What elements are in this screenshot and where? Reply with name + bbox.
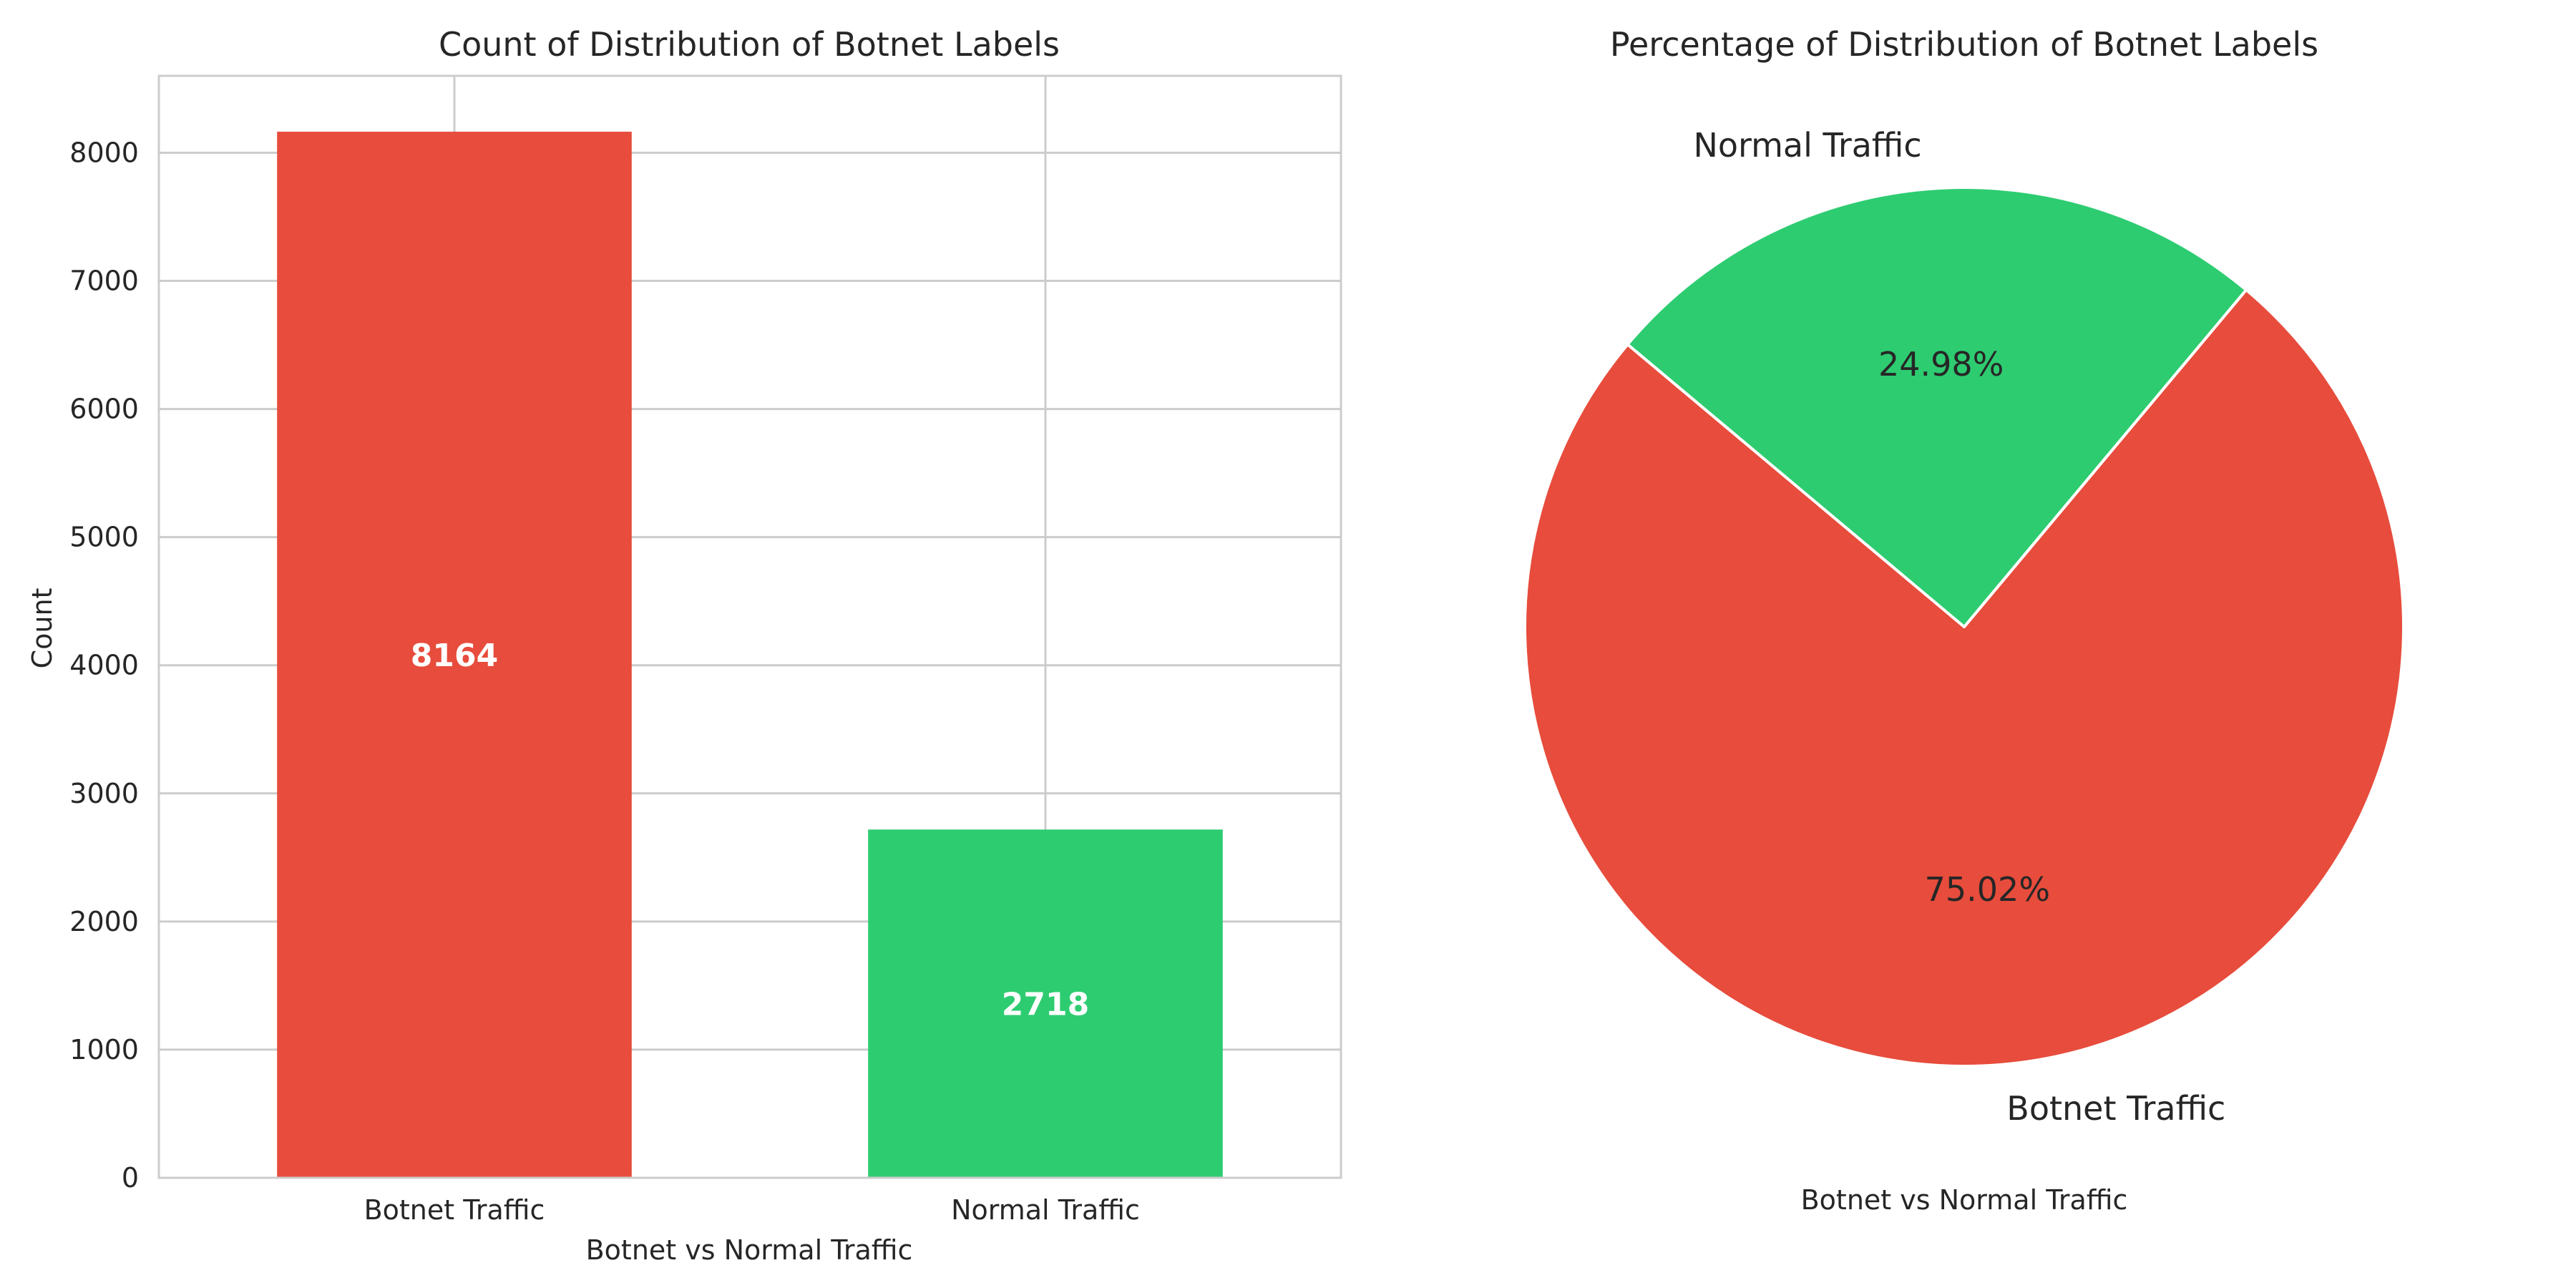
bar-y-tick-label: 8000 bbox=[69, 137, 139, 168]
bar-y-tick-labels: 0 1000 2000 3000 4000 5000 6000 7000 8000 bbox=[69, 137, 139, 1194]
bar-chart: Count of Distribution of Botnet Labels 0… bbox=[26, 25, 1342, 1266]
bar-y-tick-label: 6000 bbox=[69, 394, 139, 425]
pie-slice-label: Normal Traffic bbox=[1693, 126, 1921, 165]
bar-y-tick-label: 5000 bbox=[69, 522, 139, 553]
bar-y-tick-label: 7000 bbox=[69, 265, 139, 297]
bar-y-tick-label: 4000 bbox=[69, 650, 139, 681]
pie-chart-title: Percentage of Distribution of Botnet Lab… bbox=[1610, 25, 2318, 64]
pie-chart: Percentage of Distribution of Botnet Lab… bbox=[1523, 25, 2405, 1216]
bar-x-axis-label: Botnet vs Normal Traffic bbox=[586, 1234, 913, 1266]
pie-slice-labels: Botnet Traffic Normal Traffic bbox=[1693, 126, 2225, 1128]
bar-y-axis-label: Count bbox=[26, 588, 58, 669]
bar-chart-title: Count of Distribution of Botnet Labels bbox=[439, 25, 1060, 64]
pie-percent-label: 24.98% bbox=[1878, 345, 2004, 384]
bar-y-tick-label: 1000 bbox=[69, 1034, 139, 1065]
bar-plot-frame bbox=[157, 74, 1342, 1179]
bar-value-label: 8164 bbox=[411, 638, 498, 674]
pie-slices bbox=[1523, 186, 2405, 1068]
bar-x-tick-labels: Botnet Traffic Normal Traffic bbox=[364, 1194, 1140, 1226]
bar-y-tick-label: 2000 bbox=[69, 906, 139, 937]
bar-y-tick-label: 0 bbox=[122, 1162, 139, 1194]
pie-percent-labels: 75.02% 24.98% bbox=[1878, 345, 2050, 909]
bar-value-labels: 8164 2718 bbox=[411, 638, 1089, 1023]
pie-percent-label: 75.02% bbox=[1925, 870, 2050, 909]
bar-marks bbox=[277, 132, 1223, 1178]
bar-x-tick-label: Botnet Traffic bbox=[364, 1194, 545, 1226]
pie-x-axis-label: Botnet vs Normal Traffic bbox=[1801, 1184, 2128, 1216]
bar-y-tick-label: 3000 bbox=[69, 778, 139, 809]
bar-x-tick-label: Normal Traffic bbox=[951, 1194, 1140, 1226]
bar-botnet-traffic bbox=[277, 132, 632, 1178]
pie-slice-botnet-traffic bbox=[1523, 288, 2405, 1068]
pie-slice-normal-traffic bbox=[1626, 186, 2248, 628]
bar-value-label: 2718 bbox=[1002, 987, 1089, 1023]
pie-slice-label: Botnet Traffic bbox=[2006, 1089, 2225, 1128]
bar-normal-traffic bbox=[868, 829, 1223, 1178]
